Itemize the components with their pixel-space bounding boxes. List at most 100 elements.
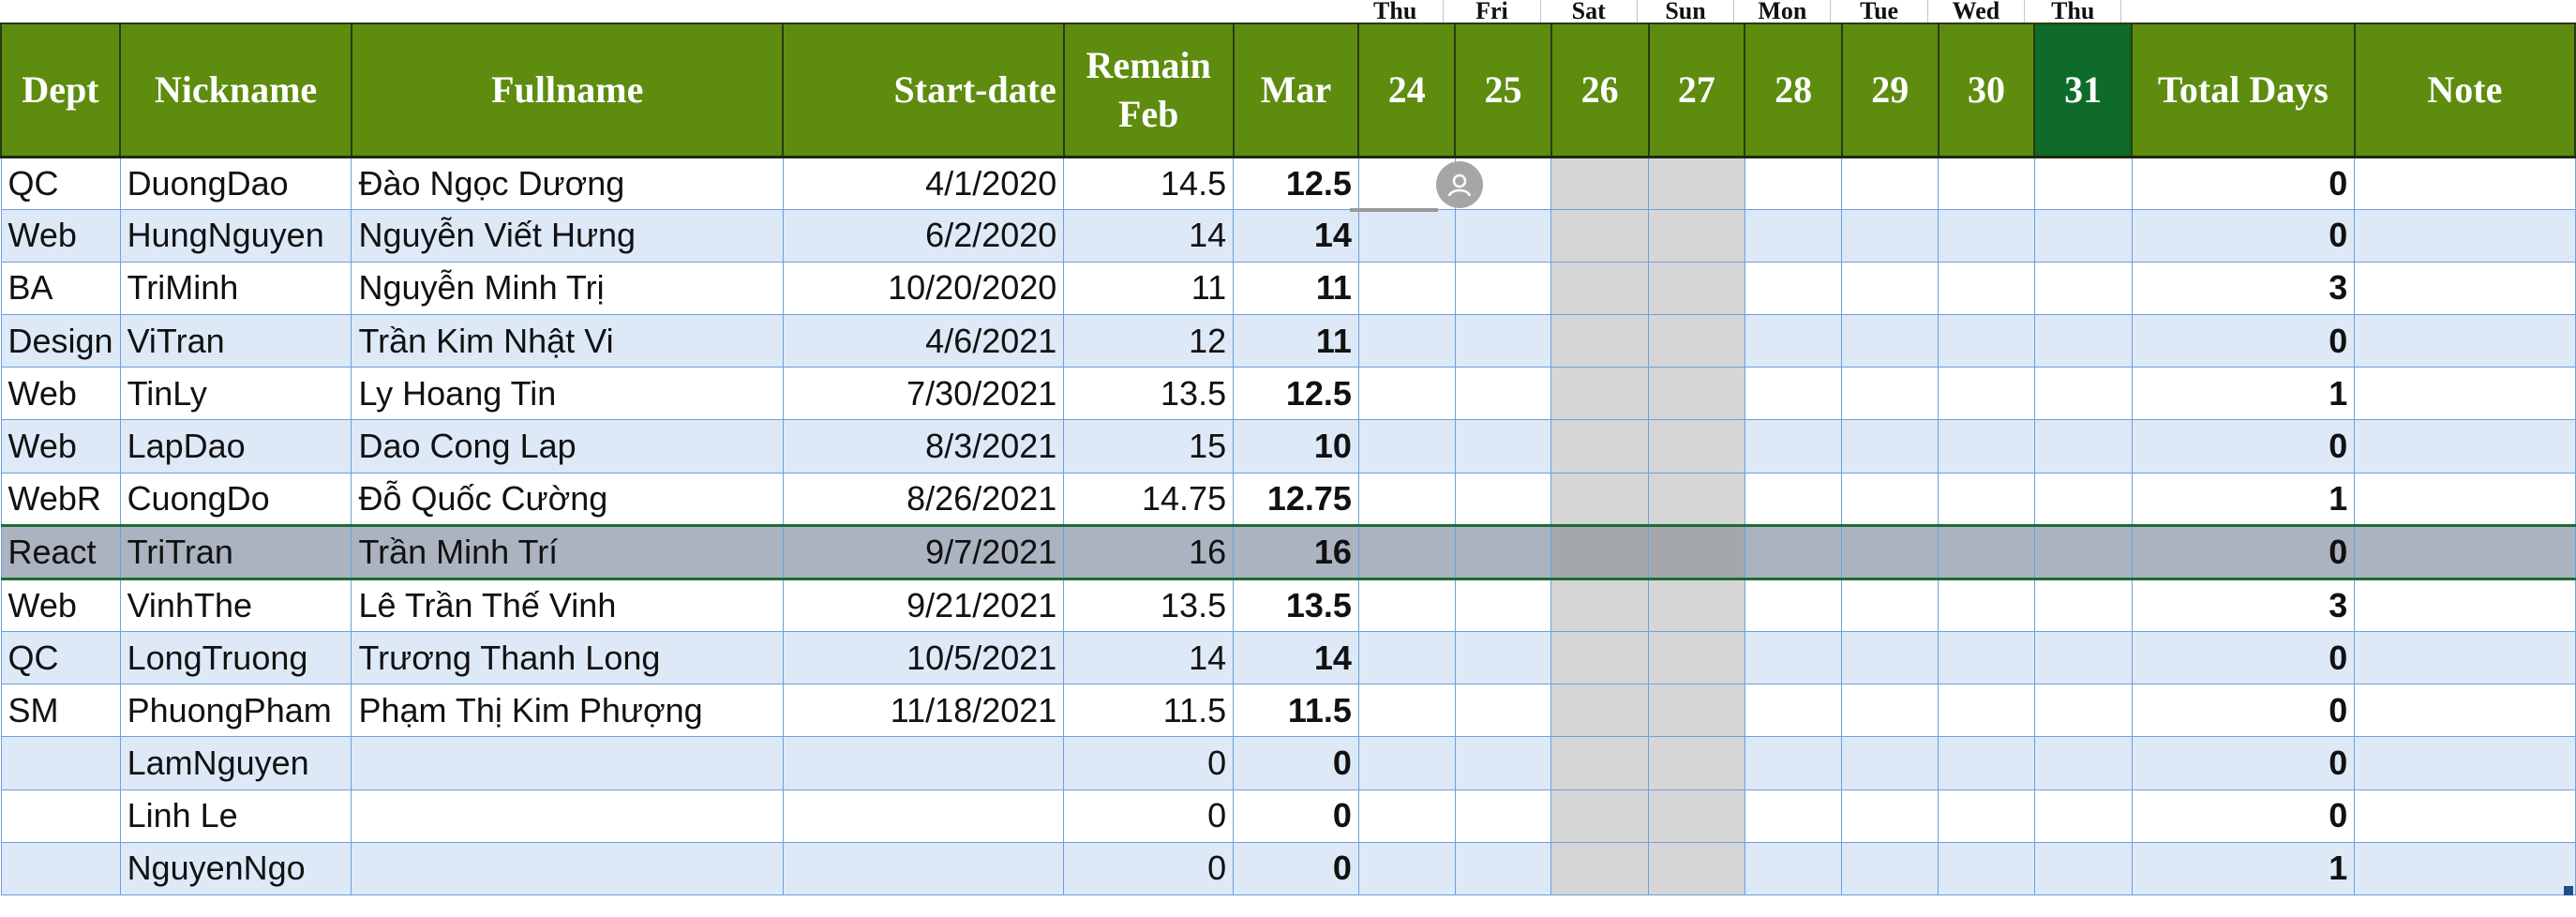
cell-day-26[interactable] (1550, 314, 1650, 368)
cell-day-26[interactable] (1550, 367, 1650, 421)
cell-fullname[interactable]: Đào Ngọc Dương (351, 156, 784, 210)
cell-day-25[interactable] (1454, 208, 1552, 263)
header-day-29[interactable]: 29 (1840, 23, 1939, 158)
cell-day-25[interactable] (1454, 472, 1552, 526)
cell-total-days[interactable]: 0 (2131, 208, 2356, 263)
cell-note[interactable] (2354, 523, 2576, 580)
cell-day-26[interactable] (1550, 630, 1650, 685)
cell-day-26[interactable] (1550, 684, 1650, 738)
cell-start-date[interactable]: 10/5/2021 (782, 630, 1065, 685)
cell-day-31[interactable] (2033, 523, 2133, 580)
cell-day-31[interactable] (2033, 156, 2133, 210)
cell-nickname[interactable]: LongTruong (119, 630, 352, 685)
cell-remain-feb[interactable]: 14.5 (1063, 156, 1235, 210)
cell-day-29[interactable] (1841, 630, 1939, 685)
cell-remain-feb[interactable]: 14.75 (1063, 472, 1235, 526)
cell-day-28[interactable] (1744, 523, 1843, 580)
cell-day-30[interactable] (1938, 419, 2035, 474)
header-day-26[interactable]: 26 (1550, 23, 1650, 158)
header-note[interactable]: Note (2353, 23, 2576, 158)
cell-nickname[interactable]: ViTran (119, 314, 352, 368)
header-total-days[interactable]: Total Days (2131, 23, 2356, 158)
cell-day-31[interactable] (2033, 789, 2133, 843)
cell-day-26[interactable] (1550, 578, 1650, 633)
cell-day-30[interactable] (1938, 472, 2035, 526)
cell-day-29[interactable] (1841, 736, 1939, 790)
cell-mar[interactable]: 0 (1233, 841, 1359, 895)
cell-day-30[interactable] (1938, 261, 2035, 316)
cell-day-31[interactable] (2033, 419, 2133, 474)
resize-handle[interactable] (2564, 886, 2573, 895)
cell-fullname[interactable]: Nguyễn Viết Hưng (351, 208, 784, 263)
cell-fullname[interactable]: Đỗ Quốc Cường (351, 472, 784, 526)
cell-remain-feb[interactable]: 11.5 (1063, 684, 1235, 738)
cell-mar[interactable]: 14 (1233, 630, 1359, 685)
cell-day-25[interactable] (1454, 419, 1552, 474)
cell-start-date[interactable]: 6/2/2020 (782, 208, 1065, 263)
cell-total-days[interactable]: 0 (2131, 156, 2356, 210)
cell-day-24[interactable] (1357, 684, 1456, 738)
cell-nickname[interactable]: TriMinh (119, 261, 352, 316)
cell-fullname[interactable] (351, 789, 784, 843)
cell-dept[interactable]: QC (0, 630, 121, 685)
cell-day-27[interactable] (1648, 472, 1745, 526)
cell-day-24[interactable] (1357, 630, 1456, 685)
cell-total-days[interactable]: 0 (2131, 523, 2356, 580)
cell-mar[interactable]: 13.5 (1233, 578, 1359, 633)
cell-day-27[interactable] (1648, 156, 1745, 210)
cell-mar[interactable]: 11 (1233, 261, 1359, 316)
cell-nickname[interactable]: NguyenNgo (119, 841, 352, 895)
cell-total-days[interactable]: 1 (2131, 841, 2356, 895)
cell-note[interactable] (2354, 472, 2576, 526)
cell-mar[interactable]: 10 (1233, 419, 1359, 474)
header-day-31-today[interactable]: 31 (2033, 23, 2133, 158)
cell-total-days[interactable]: 0 (2131, 630, 2356, 685)
cell-day-25[interactable] (1454, 261, 1552, 316)
cell-fullname[interactable]: Dao Cong Lap (351, 419, 784, 474)
cell-day-27[interactable] (1648, 684, 1745, 738)
cell-day-25[interactable] (1454, 789, 1552, 843)
cell-day-28[interactable] (1744, 261, 1843, 316)
cell-day-31[interactable] (2033, 208, 2133, 263)
cell-dept[interactable]: QC (0, 156, 121, 210)
cell-start-date[interactable]: 7/30/2021 (782, 367, 1065, 421)
cell-nickname[interactable]: Linh Le (119, 789, 352, 843)
cell-start-date[interactable] (782, 841, 1065, 895)
cell-day-29[interactable] (1841, 523, 1939, 580)
cell-total-days[interactable]: 0 (2131, 736, 2356, 790)
cell-day-31[interactable] (2033, 630, 2133, 685)
cell-nickname[interactable]: CuongDo (119, 472, 352, 526)
cell-mar[interactable]: 12.75 (1233, 472, 1359, 526)
user-avatar-icon[interactable] (1436, 161, 1483, 208)
cell-day-24[interactable] (1357, 789, 1456, 843)
cell-dept[interactable]: BA (0, 261, 121, 316)
cell-day-25[interactable] (1454, 630, 1552, 685)
cell-note[interactable] (2354, 367, 2576, 421)
cell-dept[interactable]: Design (0, 314, 121, 368)
cell-day-24[interactable] (1357, 736, 1456, 790)
cell-remain-feb[interactable]: 15 (1063, 419, 1235, 474)
cell-day-25[interactable] (1454, 841, 1552, 895)
cell-day-31[interactable] (2033, 261, 2133, 316)
cell-day-27[interactable] (1648, 419, 1745, 474)
header-dept[interactable]: Dept (0, 23, 122, 158)
cell-note[interactable] (2354, 208, 2576, 263)
cell-note[interactable] (2354, 789, 2576, 843)
cell-nickname[interactable]: TriTran (119, 523, 352, 580)
cell-day-26[interactable] (1550, 841, 1650, 895)
cell-remain-feb[interactable]: 12 (1063, 314, 1235, 368)
cell-dept[interactable]: Web (0, 208, 121, 263)
cell-day-24[interactable] (1357, 419, 1456, 474)
cell-start-date[interactable]: 4/1/2020 (782, 156, 1065, 210)
cell-day-29[interactable] (1841, 367, 1939, 421)
cell-day-24[interactable] (1357, 578, 1456, 633)
cell-day-31[interactable] (2033, 367, 2133, 421)
cell-remain-feb[interactable]: 0 (1063, 841, 1235, 895)
cell-note[interactable] (2354, 578, 2576, 633)
header-remain-feb[interactable]: Remain Feb (1062, 23, 1235, 158)
cell-fullname[interactable]: Trương Thanh Long (351, 630, 784, 685)
cell-day-31[interactable] (2033, 841, 2133, 895)
cell-mar[interactable]: 11.5 (1233, 684, 1359, 738)
cell-note[interactable] (2354, 630, 2576, 685)
cell-note[interactable] (2354, 156, 2576, 210)
